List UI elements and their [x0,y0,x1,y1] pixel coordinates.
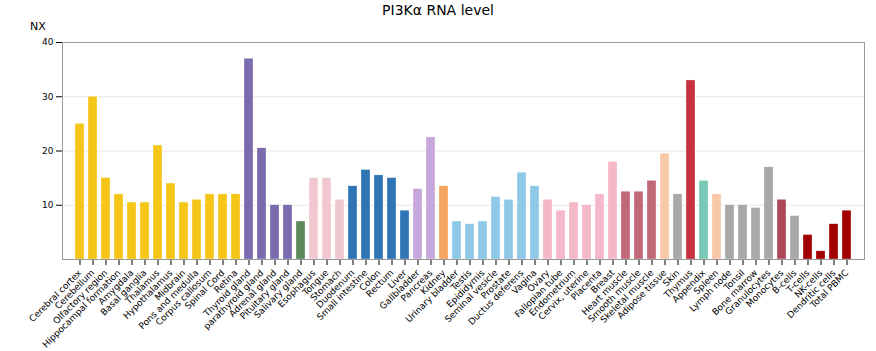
svg-text:Duodenum: Duodenum [314,267,357,310]
svg-text:Thalamus: Thalamus [123,267,162,306]
svg-text:Skeletal muscle: Skeletal muscle [598,267,655,324]
svg-text:Colon: Colon [357,267,383,293]
svg-text:Olfactory region: Olfactory region [51,267,110,327]
svg-text:Stomach: Stomach [308,267,344,303]
svg-text:Salivary gland: Salivary gland [252,267,305,321]
svg-text:Seminal vesicle: Seminal vesicle [442,267,500,325]
svg-text:Thymus: Thymus [662,267,695,300]
svg-text:Amygdala: Amygdala [96,267,136,307]
svg-text:T-cells: T-cells [784,267,812,295]
svg-text:Cervix, uterine: Cervix, uterine [536,267,591,322]
svg-text:Prostate: Prostate [479,267,513,301]
svg-text:Total PBMC: Total PBMC [808,268,851,311]
svg-text:Monocytes: Monocytes [744,267,786,310]
svg-text:Vagina: Vagina [509,267,539,297]
svg-text:Dendritic cells: Dendritic cells [785,267,838,321]
svg-text:Endometrium: Endometrium [527,267,578,318]
svg-text:Bone marrow: Bone marrow [710,267,760,318]
svg-text:Granulocytes: Granulocytes [723,267,773,317]
svg-text:Spleen: Spleen [691,267,721,297]
svg-text:Thyroid gland: Thyroid gland [201,267,253,319]
svg-text:Pons and medulla: Pons and medulla [136,267,201,332]
svg-text:Urinary bladder: Urinary bladder [403,267,461,325]
svg-text:Lymph node: Lymph node [687,267,734,314]
svg-text:Pituitary gland: Pituitary gland [238,267,292,322]
svg-text:Hippocampal formation: Hippocampal formation [40,267,123,350]
svg-text:Rectum: Rectum [364,267,396,300]
svg-text:Esophagus: Esophagus [275,267,318,310]
svg-text:Pancreas: Pancreas [398,267,435,304]
html-text:PI3Kα RNA level: PI3Kα RNA level [382,2,494,18]
svg-text:40: 40 [42,37,54,47]
svg-text:Hypothalamus: Hypothalamus [121,267,175,321]
svg-text:Adrenal gland: Adrenal gland [227,267,279,319]
svg-text:Ductus deferens: Ductus deferens [466,267,525,326]
svg-text:Heart muscle: Heart muscle [579,267,630,318]
svg-text:parathyroid gland: parathyroid gland [201,267,266,332]
svg-text:Placenta: Placenta [569,267,604,303]
svg-text:Ovary: Ovary [525,267,552,294]
svg-text:Smooth muscle: Smooth muscle [586,267,643,325]
svg-text:Spinal Cord: Spinal Cord [182,267,227,312]
svg-text:Midbrain: Midbrain [152,267,188,303]
svg-text:Tonsil: Tonsil [721,267,747,293]
svg-text:Epididymis: Epididymis [444,267,487,310]
svg-text:Corpus callosum: Corpus callosum [154,268,214,328]
svg-text:Basal ganglia: Basal ganglia [98,267,149,318]
svg-text:Cerebral cortex: Cerebral cortex [27,267,84,324]
svg-text:Fallopian tube: Fallopian tube [512,267,565,320]
svg-text:Cerebellum: Cerebellum [52,267,97,312]
svg-text:Small intestine: Small intestine [315,267,370,322]
svg-text:20: 20 [42,146,54,156]
svg-text:Liver: Liver [385,267,409,291]
svg-text:10: 10 [42,200,54,210]
svg-text:Kidney: Kidney [418,267,448,297]
svg-text:30: 30 [42,92,54,102]
svg-text:Appendix: Appendix [670,267,708,305]
svg-text:Skin: Skin [660,267,682,289]
svg-text:Retina: Retina [212,267,240,295]
svg-text:B-cells: B-cells [770,267,799,296]
svg-text:Testis: Testis [448,267,474,293]
svg-text:Adipose tissue: Adipose tissue [615,267,668,320]
svg-text:NK-cells: NK-cells [792,267,825,300]
html-text:NX: NX [30,20,46,33]
svg-text:Breast: Breast [588,267,617,296]
svg-text:Gallbladder: Gallbladder [377,267,422,312]
svg-text:Tongue: Tongue [300,267,331,298]
